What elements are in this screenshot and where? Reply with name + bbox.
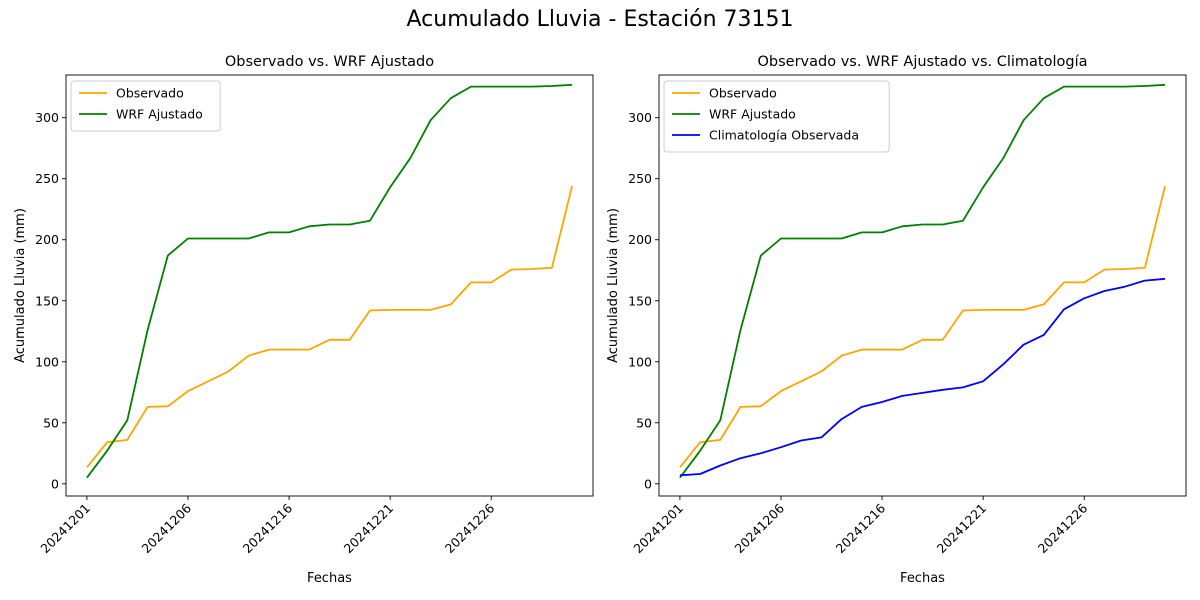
x-tick-label: 20241206 xyxy=(732,500,788,556)
chart-title: Observado vs. WRF Ajustado xyxy=(225,54,434,70)
y-tick-label: 150 xyxy=(628,293,652,308)
chart-title: Observado vs. WRF Ajustado vs. Climatolo… xyxy=(758,54,1088,70)
plot-frame xyxy=(658,74,1187,497)
x-tick-label: 20241221 xyxy=(934,501,990,557)
legend-label: Observado xyxy=(709,86,777,101)
y-tick-label: 100 xyxy=(35,354,59,369)
y-tick-label: 100 xyxy=(628,354,652,369)
y-tick-label: 50 xyxy=(43,415,59,430)
series-line-wrf-ajustado xyxy=(86,83,573,479)
series-line-observado xyxy=(86,185,573,468)
legend-box xyxy=(70,80,221,132)
legend: Observado WRF Ajustado Climatología Observ… xyxy=(663,80,890,153)
x-tick-label: 20241216 xyxy=(833,500,889,556)
figure-title: Acumulado Lluvia - Estación 73151 xyxy=(406,7,794,32)
y-tick-label: 0 xyxy=(51,476,59,491)
x-tick-label: 20241226 xyxy=(442,500,498,556)
y-tick-label: 250 xyxy=(628,171,652,186)
legend-label: Climatología Observada xyxy=(709,128,859,143)
y-tick-label: 250 xyxy=(35,171,59,186)
y-axis-label: Acumulado Lluvia (mm) xyxy=(606,208,621,363)
legend-label: Observado xyxy=(116,86,184,101)
x-tick-label: 20241226 xyxy=(1035,500,1091,556)
series-line-climatolog-a-observada xyxy=(679,277,1166,477)
legend: Observado WRF Ajustado xyxy=(70,80,221,132)
y-tick-label: 300 xyxy=(628,110,652,125)
plot-frame xyxy=(65,74,594,497)
chart-panel-2: Observado vs. WRF Ajustado vs. Climatolo… xyxy=(606,54,1187,586)
y-tick-label: 150 xyxy=(35,293,59,308)
chart-panel-1: Observado vs. WRF Ajustado 0 50 100 150 200 25… xyxy=(13,54,594,586)
series-line-wrf-ajustado xyxy=(679,83,1166,479)
legend-label: WRF Ajustado xyxy=(116,107,203,122)
series-line-observado xyxy=(679,185,1166,468)
legend-label: WRF Ajustado xyxy=(709,107,796,122)
y-tick-label: 200 xyxy=(628,232,652,247)
x-tick-label: 20241201 xyxy=(37,501,93,557)
x-tick-label: 20241216 xyxy=(240,500,296,556)
y-tick-label: 0 xyxy=(644,476,652,491)
legend-box xyxy=(663,80,890,153)
x-axis-label: Fechas xyxy=(307,571,352,586)
y-axis-label: Acumulado Lluvia (mm) xyxy=(13,208,28,363)
y-tick-label: 50 xyxy=(636,415,652,430)
x-axis-label: Fechas xyxy=(900,571,945,586)
x-tick-label: 20241221 xyxy=(341,501,397,557)
x-tick-label: 20241206 xyxy=(139,500,195,556)
y-tick-label: 200 xyxy=(35,232,59,247)
y-tick-label: 300 xyxy=(35,110,59,125)
x-tick-label: 20241201 xyxy=(630,501,686,557)
